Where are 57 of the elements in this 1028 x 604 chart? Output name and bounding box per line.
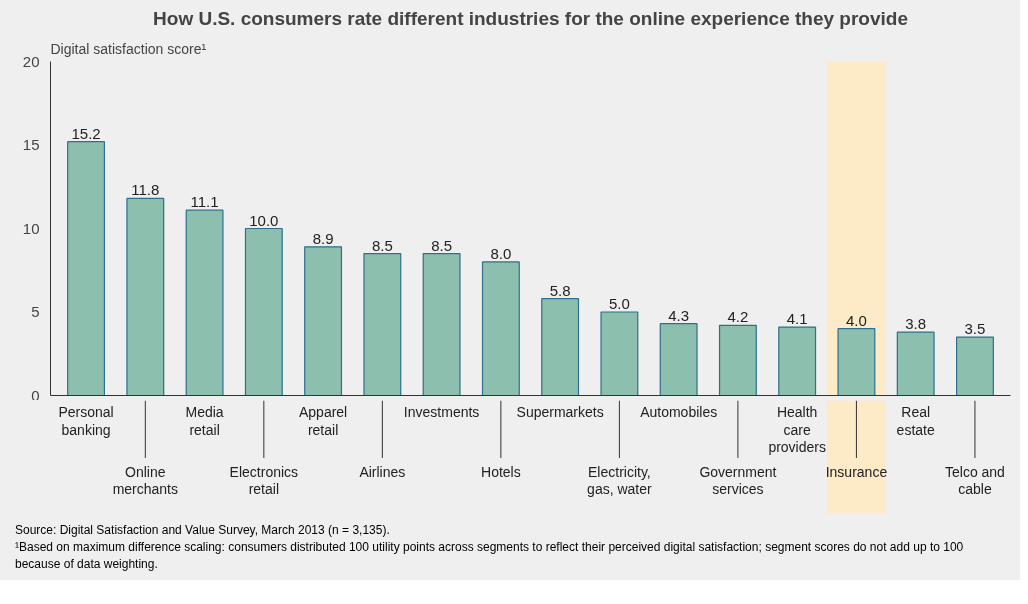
y-tick-label: 20 — [22, 52, 40, 70]
x-tick-label: Airlines — [359, 463, 406, 480]
bar — [185, 209, 224, 396]
data-label: 15.2 — [71, 124, 101, 142]
data-label: 11.8 — [131, 181, 160, 199]
y-axis-title: Digital satisfaction score¹ — [50, 40, 207, 57]
data-label: 4.3 — [668, 306, 690, 324]
bar — [304, 246, 343, 396]
x-tick-label: Insurance — [825, 463, 888, 480]
data-label: 8.9 — [312, 229, 334, 247]
x-tick-label: Electricity, gas, water — [587, 463, 653, 498]
bar — [600, 311, 639, 396]
x-tick-label: Apparel retail — [298, 403, 348, 438]
data-label: 4.0 — [846, 311, 867, 329]
bar — [659, 323, 698, 396]
bar — [778, 326, 817, 396]
x-tick-label: Health care providers — [768, 403, 826, 456]
bar — [126, 197, 165, 396]
data-label: 4.2 — [727, 308, 749, 326]
bar — [422, 252, 461, 396]
bar — [244, 227, 283, 396]
data-label: 8.5 — [431, 236, 453, 254]
data-label: 5.8 — [549, 281, 571, 299]
x-tick-label: Supermarkets — [516, 403, 604, 420]
x-tick-label: Electronics retail — [229, 463, 299, 498]
data-label: 10.0 — [249, 211, 279, 229]
x-tick-label: Media retail — [185, 403, 224, 438]
text: ¹Based on maximum difference scaling: consumers distributed 100 utility points across segments to reflect their perceived digital satisfaction; segment scores do not add up to 100 because of data weighting. — [15, 539, 965, 574]
x-tick-label: Real estate — [896, 403, 935, 438]
x-tick-label: Investments — [403, 403, 480, 420]
data-label: 8.5 — [371, 236, 393, 254]
bar — [718, 324, 757, 396]
x-tick-label: Automobiles — [640, 403, 718, 420]
x-tick-label: Telco and cable — [944, 463, 1005, 498]
data-label: 4.1 — [786, 310, 808, 328]
data-label: 3.5 — [964, 320, 986, 338]
bar — [541, 298, 580, 396]
x-tick-label: Online merchants — [112, 463, 178, 498]
bar — [481, 261, 520, 396]
x-tick-label: Hotels — [481, 463, 521, 480]
bar — [896, 331, 935, 396]
source-note: Source: Digital Satisfaction and Value Survey, March 2013 (n = 3,135). — [15, 522, 391, 539]
bar — [363, 252, 402, 396]
y-tick-label: 5 — [31, 303, 40, 320]
data-label: 11.1 — [190, 193, 219, 211]
x-tick-label: Government services — [699, 463, 777, 498]
bar — [837, 328, 876, 396]
chart-title: How U.S. consumers rate different industries for the online experience they provide — [153, 7, 908, 29]
y-tick-label: 15 — [22, 136, 40, 153]
data-label: 8.0 — [490, 244, 512, 262]
data-label: 3.8 — [905, 315, 927, 333]
x-tick-label: Personal banking — [58, 403, 114, 438]
bar — [67, 141, 106, 396]
bar — [955, 336, 994, 396]
y-tick-label: 10 — [22, 219, 40, 237]
data-label: 5.0 — [608, 295, 630, 312]
y-tick-label: 0 — [31, 386, 40, 404]
